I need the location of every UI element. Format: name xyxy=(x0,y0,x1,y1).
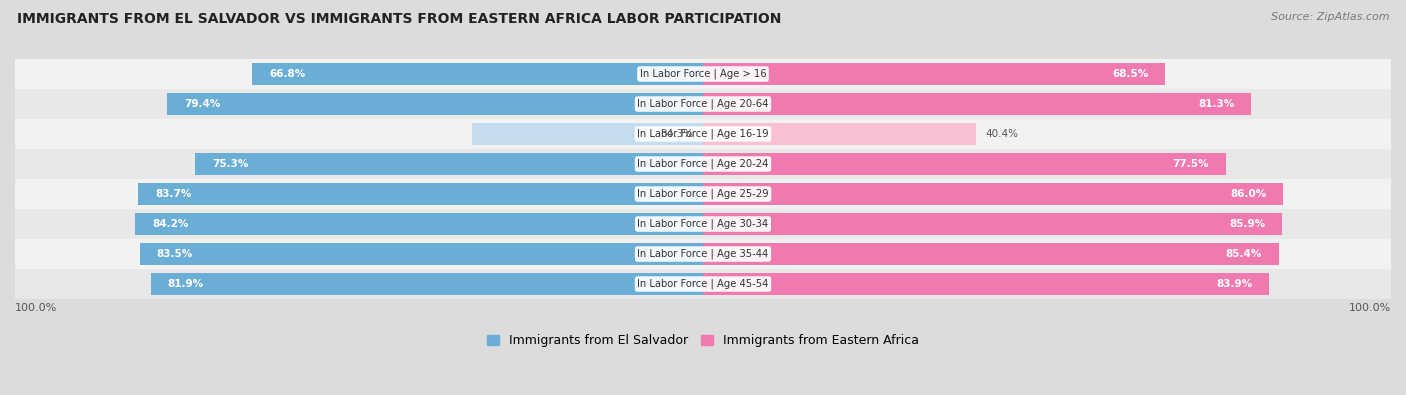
Text: 100.0%: 100.0% xyxy=(1348,303,1391,312)
Bar xyxy=(253,63,703,85)
Bar xyxy=(167,93,703,115)
Text: In Labor Force | Age > 16: In Labor Force | Age > 16 xyxy=(640,69,766,79)
Bar xyxy=(0,239,1406,269)
Text: 84.2%: 84.2% xyxy=(152,219,188,229)
Bar xyxy=(0,59,1406,89)
Bar xyxy=(0,269,1406,299)
Bar xyxy=(0,119,1406,149)
Bar xyxy=(703,93,1251,115)
Legend: Immigrants from El Salvador, Immigrants from Eastern Africa: Immigrants from El Salvador, Immigrants … xyxy=(482,329,924,352)
Text: 81.3%: 81.3% xyxy=(1198,99,1234,109)
Text: 81.9%: 81.9% xyxy=(167,279,204,289)
Bar xyxy=(0,179,1406,209)
Text: 100.0%: 100.0% xyxy=(15,303,58,312)
Text: 83.7%: 83.7% xyxy=(155,189,191,199)
Text: 34.3%: 34.3% xyxy=(659,129,693,139)
Text: Source: ZipAtlas.com: Source: ZipAtlas.com xyxy=(1271,12,1389,22)
Bar xyxy=(703,243,1279,265)
Text: 83.5%: 83.5% xyxy=(156,249,193,259)
Bar xyxy=(703,123,976,145)
Text: In Labor Force | Age 16-19: In Labor Force | Age 16-19 xyxy=(637,129,769,139)
Text: 85.4%: 85.4% xyxy=(1226,249,1263,259)
Text: 66.8%: 66.8% xyxy=(270,69,305,79)
Bar xyxy=(471,123,703,145)
Bar xyxy=(150,273,703,295)
Text: In Labor Force | Age 30-34: In Labor Force | Age 30-34 xyxy=(637,219,769,229)
Bar xyxy=(703,273,1268,295)
Text: 68.5%: 68.5% xyxy=(1112,69,1149,79)
Text: 83.9%: 83.9% xyxy=(1216,279,1253,289)
Text: 85.9%: 85.9% xyxy=(1229,219,1265,229)
Bar xyxy=(135,213,703,235)
Text: 86.0%: 86.0% xyxy=(1230,189,1267,199)
Bar xyxy=(703,153,1226,175)
Text: In Labor Force | Age 20-24: In Labor Force | Age 20-24 xyxy=(637,159,769,169)
Bar xyxy=(195,153,703,175)
Text: 75.3%: 75.3% xyxy=(212,159,249,169)
Bar xyxy=(139,243,703,265)
Bar xyxy=(703,183,1284,205)
Bar xyxy=(0,149,1406,179)
Text: In Labor Force | Age 35-44: In Labor Force | Age 35-44 xyxy=(637,249,769,259)
Text: 77.5%: 77.5% xyxy=(1173,159,1209,169)
Bar xyxy=(0,209,1406,239)
Bar xyxy=(703,213,1282,235)
Text: 40.4%: 40.4% xyxy=(986,129,1018,139)
Bar xyxy=(703,63,1166,85)
Text: In Labor Force | Age 20-64: In Labor Force | Age 20-64 xyxy=(637,99,769,109)
Bar xyxy=(138,183,703,205)
Text: In Labor Force | Age 45-54: In Labor Force | Age 45-54 xyxy=(637,279,769,289)
Text: In Labor Force | Age 25-29: In Labor Force | Age 25-29 xyxy=(637,189,769,199)
Text: IMMIGRANTS FROM EL SALVADOR VS IMMIGRANTS FROM EASTERN AFRICA LABOR PARTICIPATIO: IMMIGRANTS FROM EL SALVADOR VS IMMIGRANT… xyxy=(17,12,782,26)
Text: 79.4%: 79.4% xyxy=(184,99,221,109)
Bar xyxy=(0,89,1406,119)
